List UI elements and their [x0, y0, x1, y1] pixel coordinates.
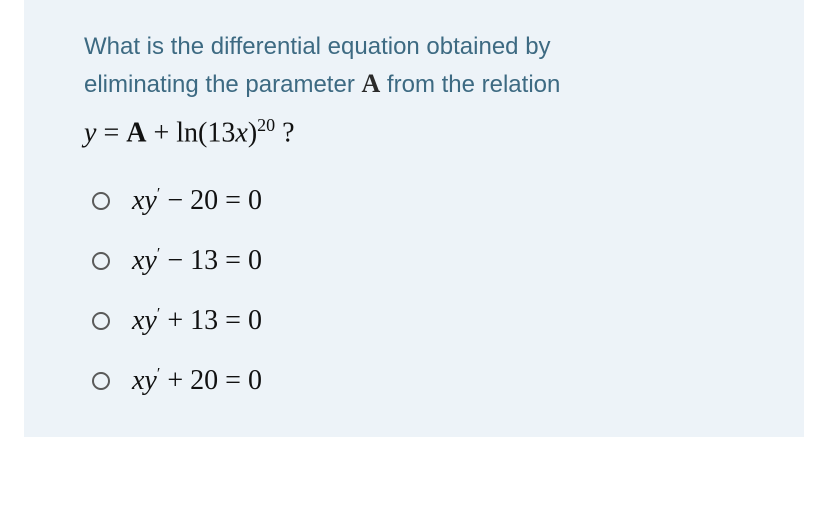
- question-card: What is the differential equation obtain…: [24, 0, 804, 437]
- opt1-tail: = 0: [218, 185, 262, 216]
- eq-exp: 20: [257, 115, 275, 135]
- option-2-text: xy′ − 13 = 0: [132, 245, 262, 277]
- option-1-text: xy′ − 20 = 0: [132, 185, 262, 217]
- relation-equation: y = A + ln(13x)20 ?: [84, 115, 754, 149]
- opt1-xy: xy: [132, 185, 157, 216]
- opt2-tail: = 0: [218, 245, 262, 276]
- option-2[interactable]: xy′ − 13 = 0: [92, 245, 754, 277]
- radio-icon[interactable]: [92, 192, 110, 210]
- opt3-op: +: [160, 305, 190, 336]
- opt1-op: −: [160, 185, 190, 216]
- opt4-num: 20: [190, 365, 218, 396]
- opt3-xy: xy: [132, 305, 157, 336]
- opt4-op: +: [160, 365, 190, 396]
- radio-icon[interactable]: [92, 252, 110, 270]
- eq-plus: +: [146, 117, 176, 148]
- opt2-num: 13: [190, 245, 218, 276]
- eq-x: x: [235, 117, 247, 148]
- option-4-text: xy′ + 20 = 0: [132, 365, 262, 397]
- option-4[interactable]: xy′ + 20 = 0: [92, 365, 754, 397]
- opt2-op: −: [160, 245, 190, 276]
- question-param-symbol: A: [361, 69, 380, 98]
- eq-equals: =: [96, 117, 126, 148]
- question-line2-prefix: eliminating the parameter: [84, 71, 361, 98]
- question-text: What is the differential equation obtain…: [84, 30, 754, 103]
- option-3[interactable]: xy′ + 13 = 0: [92, 305, 754, 337]
- opt3-num: 13: [190, 305, 218, 336]
- opt4-xy: xy: [132, 365, 157, 396]
- eq-A: A: [126, 117, 146, 148]
- radio-icon[interactable]: [92, 372, 110, 390]
- eq-close: ): [248, 117, 257, 148]
- opt3-tail: = 0: [218, 305, 262, 336]
- question-line2-suffix: from the relation: [380, 71, 560, 98]
- option-3-text: xy′ + 13 = 0: [132, 305, 262, 337]
- radio-icon[interactable]: [92, 312, 110, 330]
- eq-ln: ln(13: [176, 117, 235, 148]
- opt4-tail: = 0: [218, 365, 262, 396]
- options-list: xy′ − 20 = 0 xy′ − 13 = 0 xy′ + 13 = 0 x…: [92, 185, 754, 397]
- option-1[interactable]: xy′ − 20 = 0: [92, 185, 754, 217]
- question-line1: What is the differential equation obtain…: [84, 33, 551, 60]
- opt1-num: 20: [190, 185, 218, 216]
- eq-y: y: [84, 117, 96, 148]
- opt2-xy: xy: [132, 245, 157, 276]
- eq-tail: ?: [275, 117, 294, 148]
